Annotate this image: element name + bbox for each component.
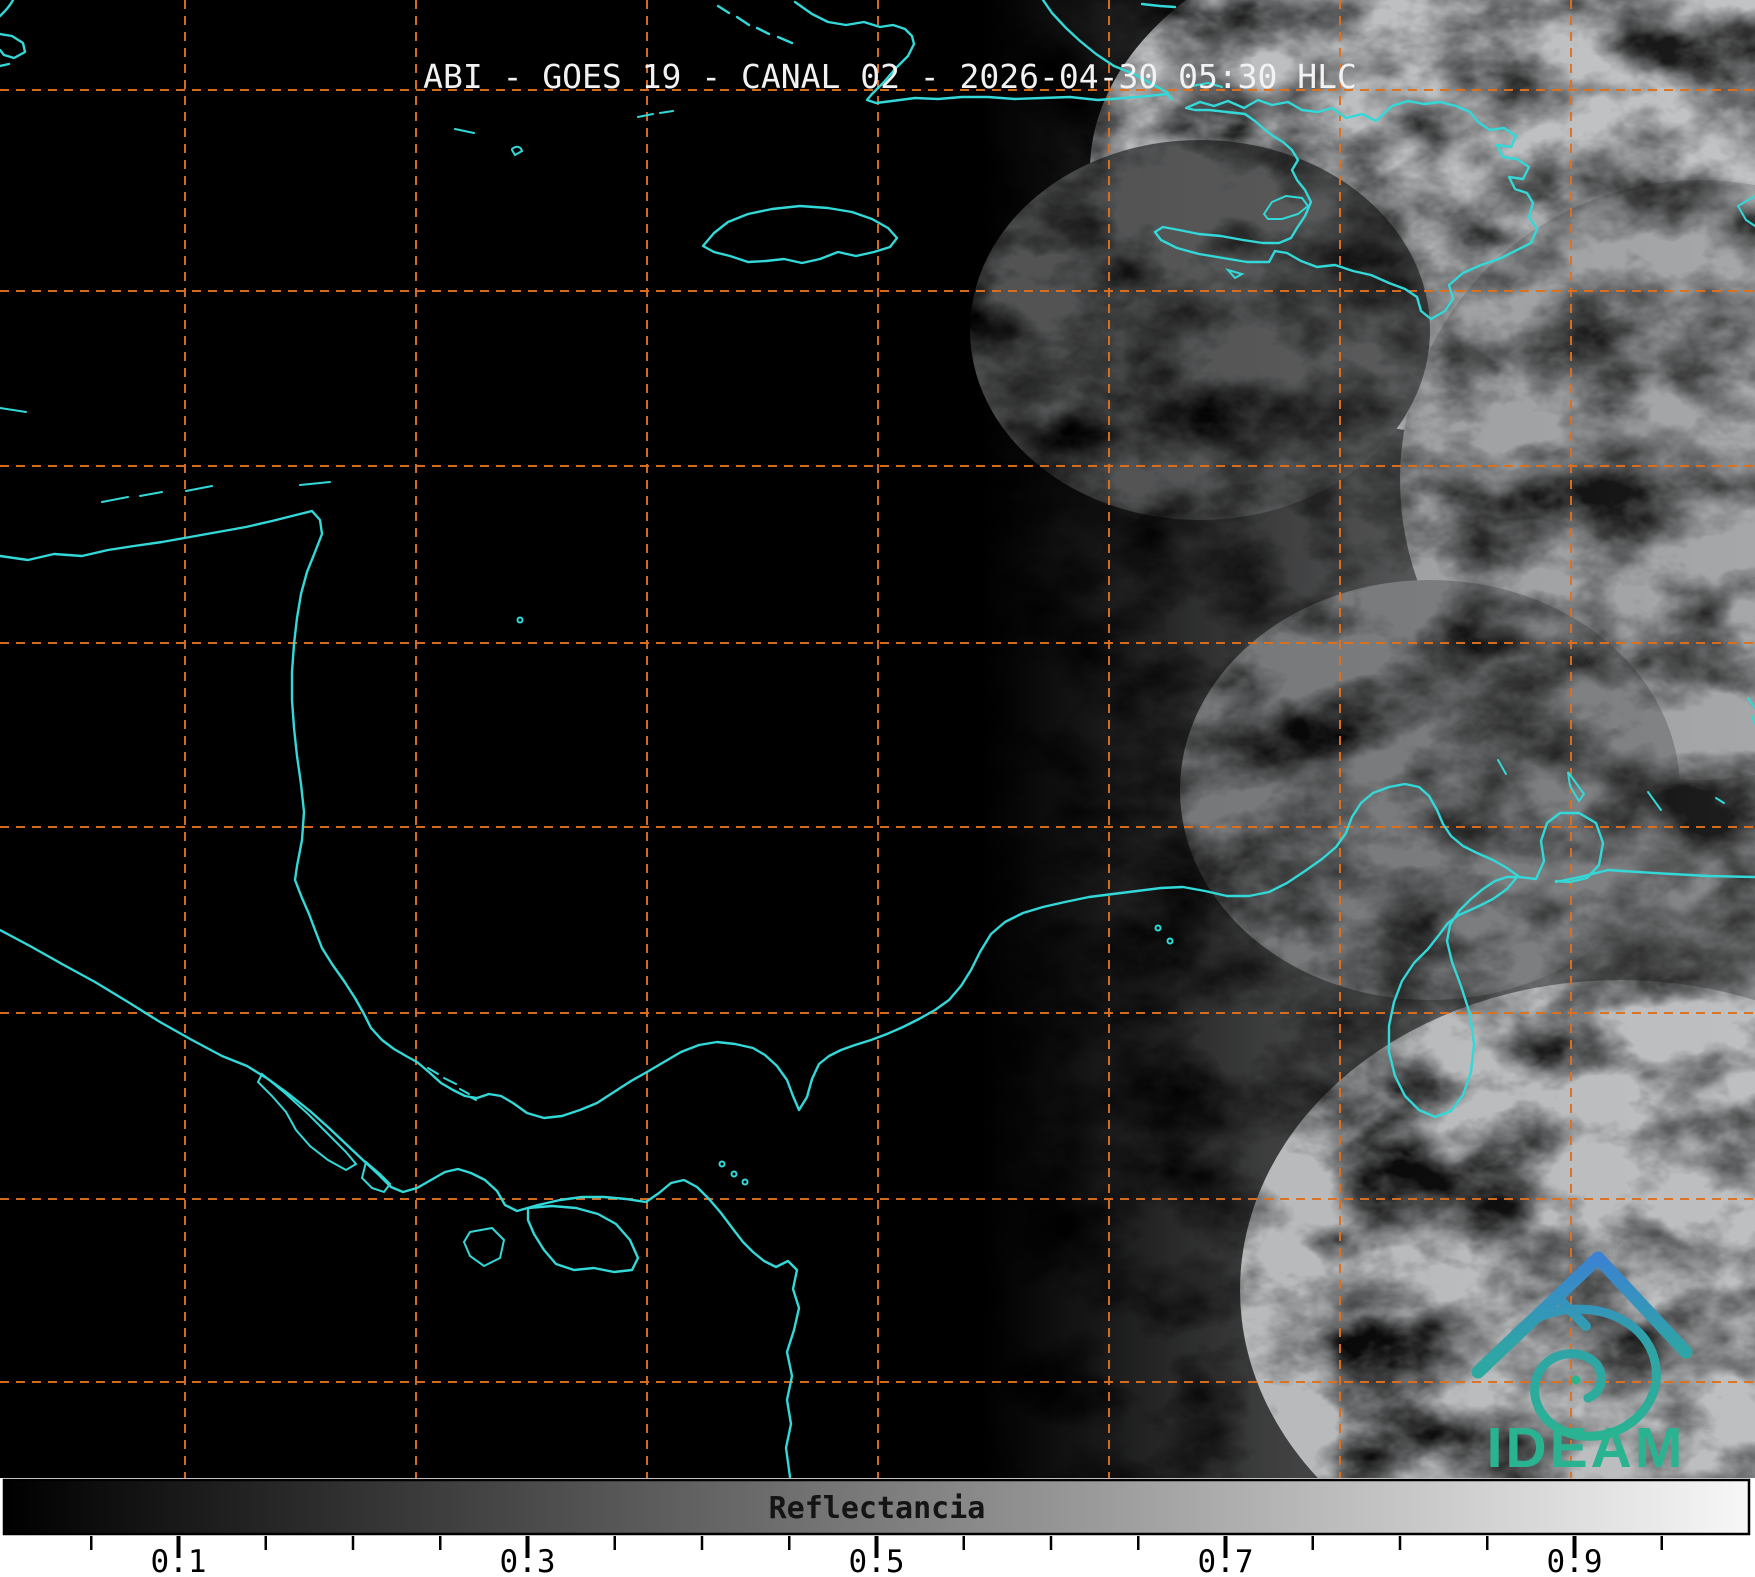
coastline-venezuela (1554, 868, 1755, 884)
coastline-paraguana (1517, 811, 1605, 884)
coastline-gonave-island (1262, 194, 1310, 220)
coastline-left-fragment (0, 407, 27, 413)
ideam-spiral-icon (1508, 1304, 1661, 1441)
ideam-spiral-eye-icon (1571, 1375, 1581, 1385)
coastlines (0, 0, 1755, 1479)
coastline-cuba-west (0, 0, 27, 68)
coastline-azuero (526, 1204, 640, 1274)
coastline-ile-a-vache (1225, 268, 1245, 280)
coastline-small-islands (516, 616, 1755, 1186)
coastline-coiba (462, 1226, 506, 1268)
coastline-tortuga (1191, 81, 1223, 88)
coastline-puerto-rico-edge (1736, 195, 1755, 227)
colorbar-tick-label: 0.5 (849, 1544, 905, 1577)
coastline-osa (360, 1160, 392, 1194)
image-title: ABI - GOES 19 - CANAL 02 - 2026-04-30 05… (423, 57, 1357, 96)
coastline-hispaniola (1153, 98, 1539, 321)
coastline-nicoya (256, 1072, 358, 1172)
colorbar-label: Reflectancia (769, 1491, 986, 1526)
ideam-logo-text: IDEAM (1487, 1416, 1686, 1480)
coastline-jamaica (701, 204, 899, 265)
coastline-lake-maracaibo (1387, 874, 1520, 1119)
colorbar-tick-label: 0.7 (1198, 1544, 1254, 1577)
colorbar-tick-label: 0.3 (500, 1544, 556, 1577)
ideam-logo: IDEAM (1471, 1251, 1693, 1480)
coastline-bay-islands (101, 481, 331, 503)
coastline-bocas-islands (427, 1067, 477, 1101)
graticule-grid (0, 0, 1755, 1478)
cloud-field (960, 0, 1755, 1478)
coastline-cayman-islands (454, 110, 674, 157)
colorbar-gradient (2, 1478, 1751, 1536)
coastline-caribbean-mainland (0, 509, 1520, 1120)
colorbar-ticks: 0.1 0.3 0.5 0.7 0.9 (90, 1536, 1663, 1577)
colorbar-tick-label: 0.9 (1547, 1544, 1603, 1577)
colorbar-tick-label: 0.1 (151, 1544, 207, 1577)
coastline-cuba-east (716, 0, 1177, 105)
